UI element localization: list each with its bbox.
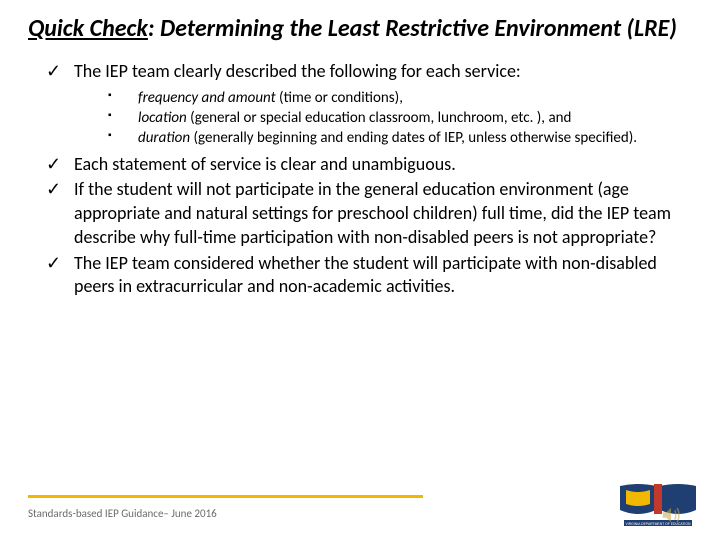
sublist-item: frequency and amount (time or conditions…: [108, 88, 692, 108]
checklist-item: The IEP team clearly described the follo…: [46, 60, 692, 149]
title-underlined: Quick Check: [28, 14, 148, 43]
checklist-text: The IEP team clearly described the follo…: [74, 60, 521, 82]
sublist: frequency and amount (time or conditions…: [74, 88, 692, 149]
footer-text: Standards-based IEP Guidance– June 2016: [28, 507, 217, 520]
checklist: The IEP team clearly described the follo…: [28, 60, 692, 299]
slide-content: Quick Check: Determining the Least Restr…: [0, 0, 720, 299]
checklist-text: If the student will not participate in t…: [74, 178, 671, 248]
sublist-item: duration (generally beginning and ending…: [108, 128, 692, 148]
checklist-item: If the student will not participate in t…: [46, 178, 692, 249]
footer-divider: [28, 495, 423, 498]
page-title: Quick Check: Determining the Least Restr…: [28, 14, 692, 44]
checklist-text: Each statement of service is clear and u…: [74, 153, 456, 175]
sublist-item: location (general or special education c…: [108, 108, 692, 128]
sublist-term: duration: [138, 129, 190, 147]
checklist-text: The IEP team considered whether the stud…: [74, 252, 657, 298]
vdoe-logo: VIRGINIA DEPARTMENT OF EDUCATION: [618, 480, 698, 528]
sublist-rest: (time or conditions),: [276, 89, 403, 107]
sublist-rest: (generally beginning and ending dates of…: [190, 129, 637, 147]
speaker-icon: [660, 504, 682, 526]
checklist-item: The IEP team considered whether the stud…: [46, 252, 692, 300]
sublist-term: location: [138, 109, 187, 127]
checklist-item: Each statement of service is clear and u…: [46, 153, 692, 177]
sublist-rest: (general or special education classroom,…: [187, 109, 572, 127]
sublist-term: frequency and amount: [138, 89, 276, 107]
title-rest: : Determining the Least Restrictive Envi…: [148, 14, 677, 43]
